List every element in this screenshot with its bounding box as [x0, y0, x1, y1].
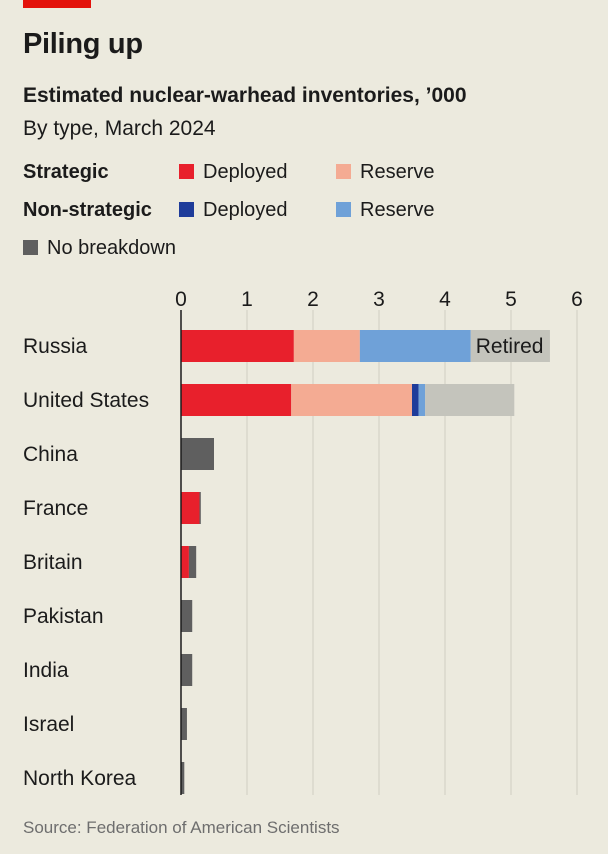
x-tick-label: 0 [175, 288, 187, 311]
category-label: China [23, 443, 78, 466]
legend-nonstrategic-label: Non-strategic [23, 199, 152, 221]
legend-swatch [336, 164, 351, 179]
bar-segment [181, 384, 292, 416]
legend-swatch [179, 164, 194, 179]
bar-segment [181, 438, 214, 470]
bar-segment [181, 654, 193, 686]
x-tick-label: 4 [439, 288, 451, 311]
category-label: Russia [23, 335, 88, 358]
legend-swatch [23, 240, 38, 255]
source-note: Source: Federation of American Scientist… [23, 818, 340, 837]
bar-segment [470, 330, 550, 362]
legend-no-breakdown: No breakdown [23, 237, 176, 260]
bar-segment [418, 384, 426, 416]
legend-nonstrategic-deployed: Deployed [179, 199, 288, 222]
legend-swatch [336, 202, 351, 217]
category-label: India [23, 659, 69, 682]
bar-segment [181, 600, 193, 632]
bar-segment [181, 492, 200, 524]
x-tick-label: 6 [571, 288, 583, 311]
category-label: France [23, 497, 88, 520]
category-label: United States [23, 389, 149, 412]
bar-segment [181, 708, 187, 740]
bar-segment [359, 330, 471, 362]
bar-segment [188, 546, 197, 578]
category-label: Britain [23, 551, 83, 574]
bar-annotation: Retired [476, 335, 544, 358]
legend-strategic-reserve: Reserve [336, 161, 434, 184]
category-label: Israel [23, 713, 74, 736]
x-tick-label: 1 [241, 288, 253, 311]
legend-strategic-label: Strategic [23, 161, 109, 183]
bar-segment [181, 762, 185, 794]
bar-segment [181, 546, 189, 578]
legend-nonstrategic-reserve: Reserve [336, 199, 434, 222]
bar-segment [425, 384, 515, 416]
bar-segment [181, 330, 294, 362]
category-label: Pakistan [23, 605, 104, 628]
bar-segment [412, 384, 419, 416]
chart-title: Piling up [23, 28, 143, 60]
bar-segment [199, 492, 201, 524]
x-tick-label: 2 [307, 288, 319, 311]
bar-segment [293, 330, 360, 362]
x-tick-label: 5 [505, 288, 517, 311]
legend-swatch [179, 202, 194, 217]
legend-strategic-deployed: Deployed [179, 161, 288, 184]
bar-chart: 0 1 2 3 4 5 6 Russia United States China France Bri… [23, 288, 583, 795]
accent-tab [23, 0, 91, 8]
chart-subtitle-secondary: By type, March 2024 [23, 117, 216, 140]
x-tick-label: 3 [373, 288, 385, 311]
chart-subtitle: Estimated nuclear-warhead inventories, ’… [23, 84, 467, 107]
category-label: North Korea [23, 767, 137, 790]
bar-segment [291, 384, 412, 416]
